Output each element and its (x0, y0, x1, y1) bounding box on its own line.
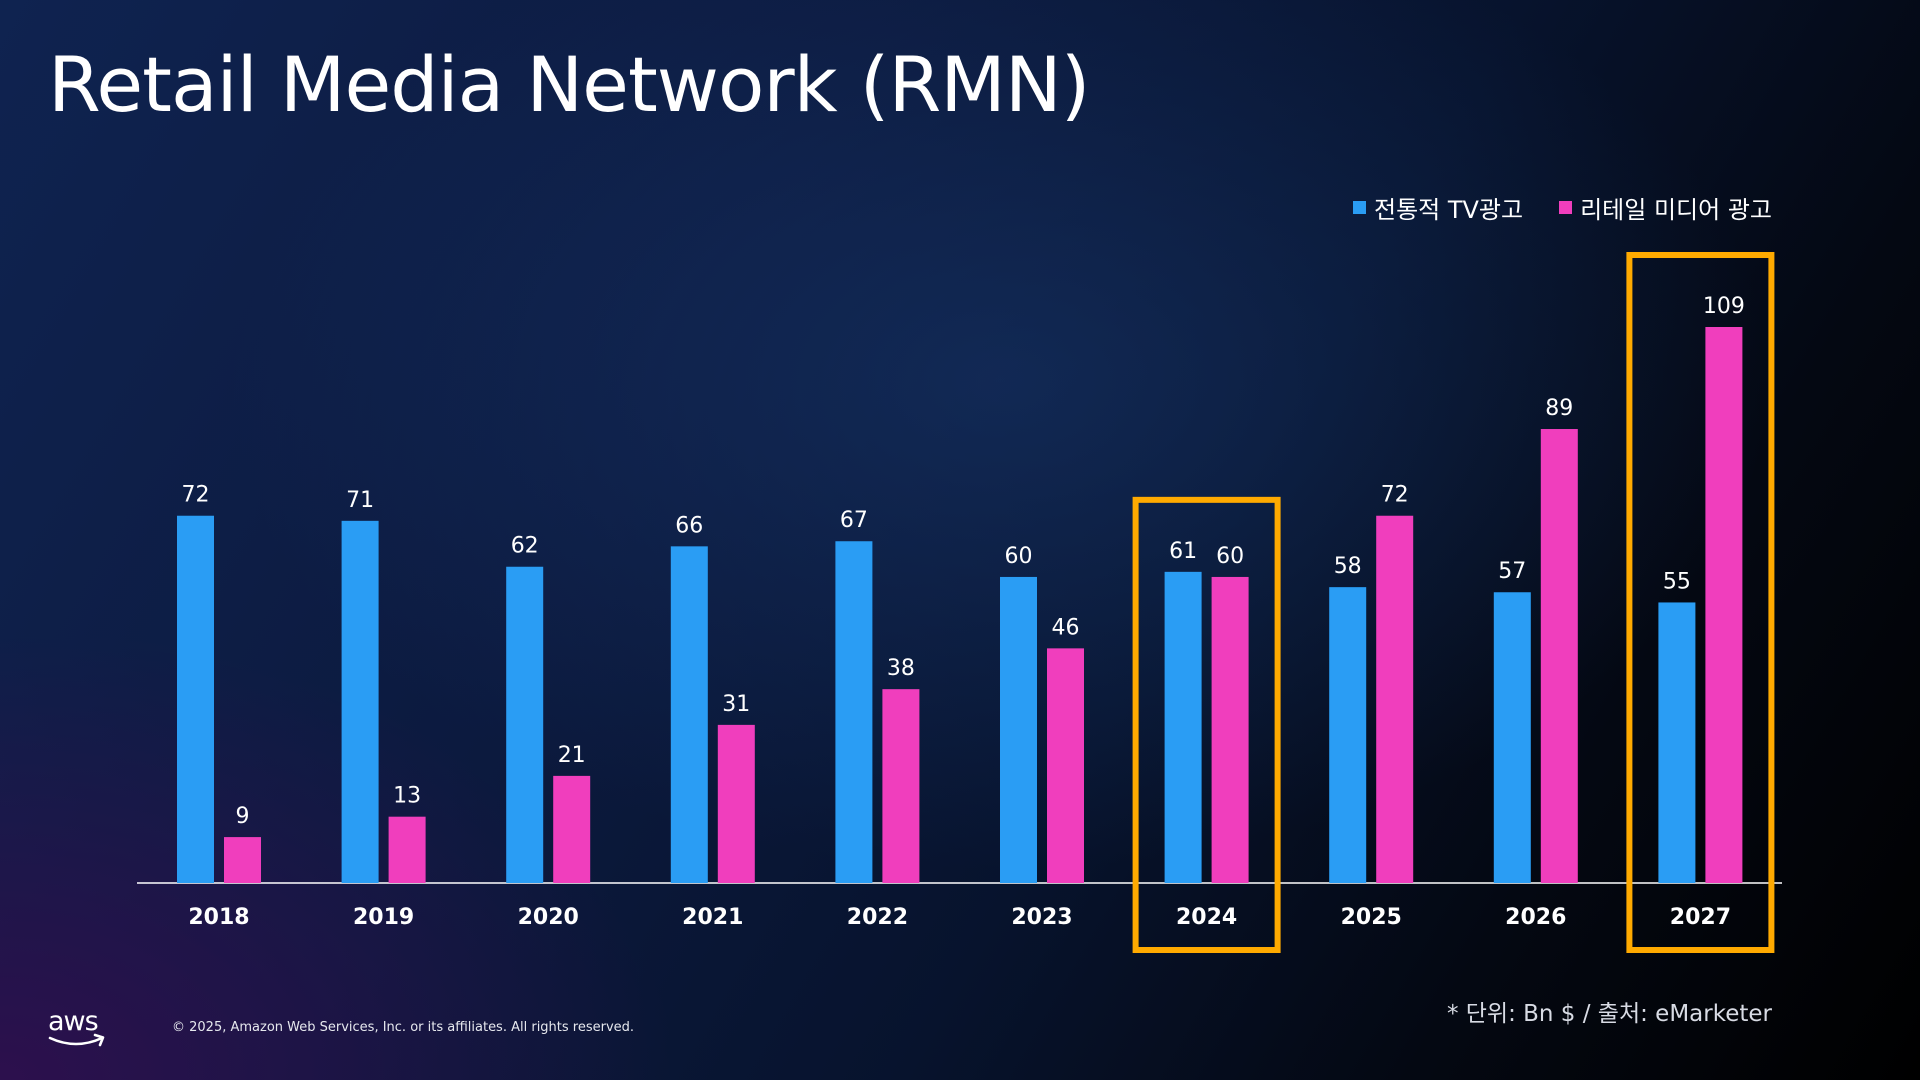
bar-tv-2026 (1493, 592, 1531, 883)
data-label-retail-media-2022: 38 (887, 656, 915, 681)
data-label-retail-media-2027: 109 (1703, 294, 1745, 319)
data-label-retail-media-2026: 89 (1545, 396, 1573, 421)
bar-tv-2020 (506, 566, 544, 883)
legend-item-tv: 전통적 TV광고 (1352, 190, 1524, 225)
x-tick-label-2027: 2027 (1670, 905, 1731, 930)
x-tick-label-2023: 2023 (1011, 905, 1072, 930)
legend-item-retail-media: 리테일 미디어 광고 (1559, 190, 1772, 225)
legend-swatch-tv (1352, 201, 1366, 214)
source-footnote: * 단위: Bn $ / 출처: eMarketer (1446, 1001, 1772, 1027)
x-tick-label-2025: 2025 (1341, 905, 1402, 930)
bar-tv-2027 (1658, 602, 1696, 883)
bar-tv-2022 (835, 541, 873, 883)
highlight-box-2024 (1132, 496, 1281, 953)
data-label-retail-media-2025: 72 (1381, 483, 1409, 508)
copyright-text: © 2025, Amazon Web Services, Inc. or its… (172, 1020, 635, 1035)
bar-tv-2024 (1164, 571, 1202, 883)
aws-logo-text: aws (48, 1006, 99, 1037)
data-label-tv-2022: 67 (840, 508, 868, 533)
data-label-retail-media-2020: 21 (558, 743, 586, 768)
data-label-retail-media-2021: 31 (722, 692, 750, 717)
x-tick-label-2024: 2024 (1176, 905, 1237, 930)
bar-tv-2025 (1329, 587, 1367, 883)
x-tick-label-2018: 2018 (188, 905, 249, 930)
bar-retail-media-2026 (1540, 429, 1578, 883)
x-tick-label-2021: 2021 (682, 905, 743, 930)
bar-retail-media-2021 (717, 724, 755, 883)
data-label-tv-2024: 61 (1169, 539, 1197, 564)
x-tick-label-2020: 2020 (518, 905, 579, 930)
bar-tv-2018 (177, 515, 214, 883)
aws-logo: aws (48, 1008, 108, 1050)
data-label-retail-media-2024: 60 (1216, 544, 1244, 569)
highlight-box-2027 (1626, 252, 1775, 953)
data-label-tv-2018: 72 (182, 483, 210, 508)
bar-retail-media-2019 (388, 816, 426, 883)
data-label-tv-2025: 58 (1334, 554, 1362, 579)
data-label-tv-2026: 57 (1498, 559, 1526, 584)
bar-retail-media-2024 (1211, 576, 1249, 883)
bar-retail-media-2018 (224, 837, 261, 883)
bar-tv-2021 (670, 546, 708, 883)
legend-label-tv: 전통적 TV광고 (1373, 196, 1524, 224)
bar-retail-media-2027 (1705, 327, 1743, 883)
data-label-retail-media-2023: 46 (1052, 615, 1080, 640)
bar-retail-media-2020 (553, 775, 591, 883)
legend-label-retail-media: 리테일 미디어 광고 (1580, 196, 1772, 224)
x-tick-label-2026: 2026 (1505, 905, 1566, 930)
data-label-tv-2023: 60 (1005, 544, 1033, 569)
x-tick-label-2022: 2022 (847, 905, 908, 930)
data-label-tv-2019: 71 (346, 488, 374, 513)
data-label-retail-media-2019: 13 (393, 784, 421, 809)
data-label-tv-2027: 55 (1663, 569, 1691, 594)
data-label-retail-media-2018: 9 (236, 804, 250, 829)
x-tick-label-2019: 2019 (353, 905, 414, 930)
bar-retail-media-2023 (1047, 648, 1084, 883)
data-label-tv-2020: 62 (511, 534, 539, 559)
aws-smile-arrow-icon (48, 1033, 105, 1047)
chart-legend: 전통적 TV광고 리테일 미디어 광고 (1352, 190, 1772, 225)
bar-tv-2023 (1000, 576, 1037, 883)
bar-retail-media-2022 (882, 689, 920, 883)
page-title: Retail Media Network (RMN) (48, 40, 1090, 129)
legend-swatch-retail-media (1559, 201, 1573, 214)
data-label-tv-2021: 66 (675, 513, 703, 538)
bar-retail-media-2025 (1376, 515, 1414, 883)
bar-tv-2019 (341, 520, 379, 883)
